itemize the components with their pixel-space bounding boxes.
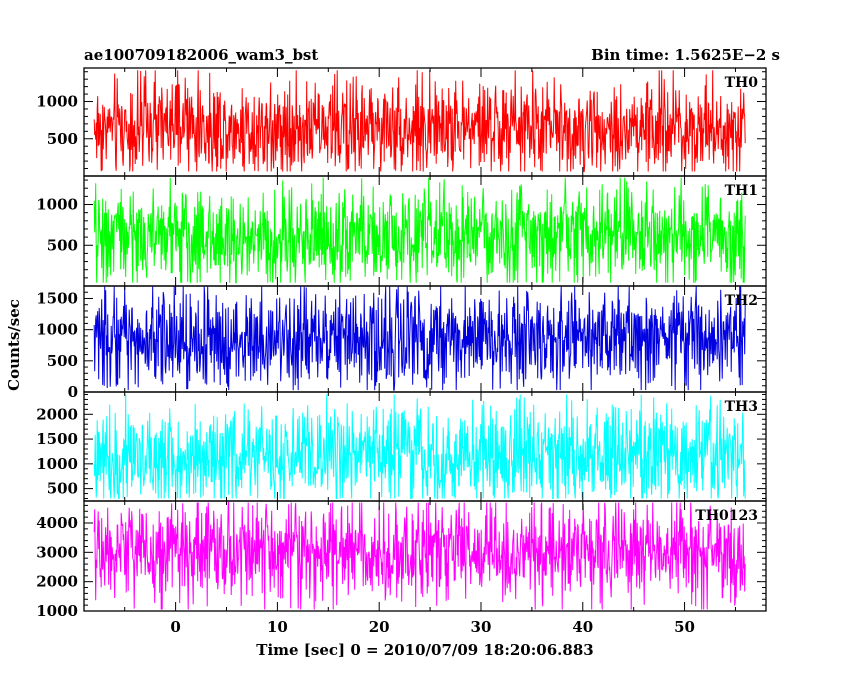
- y-tick-label: 2000: [36, 405, 78, 423]
- y-axis-label: Counts/sec: [5, 299, 23, 391]
- panel-label-th3: TH3: [725, 399, 758, 415]
- panel-label-th0123: TH0123: [695, 508, 758, 524]
- y-tick-label: 4000: [36, 514, 78, 532]
- x-tick-label: 20: [369, 618, 390, 636]
- series-th1-line: [93, 177, 746, 285]
- x-tick-label: 10: [267, 618, 288, 636]
- panel-th3: 500 1000 1500 2000 TH3: [36, 391, 767, 502]
- bin-time-label: Bin time: 1.5625E−2 s: [591, 46, 780, 64]
- x-axis-label: Time [sec] 0 = 2010/07/09 18:20:06.883: [256, 641, 593, 659]
- x-tick-label: 30: [471, 618, 492, 636]
- y-tick-label: 2000: [36, 573, 78, 591]
- y-tick-label: 500: [47, 352, 78, 370]
- y-tick-label: 1000: [36, 455, 78, 473]
- y-tick-label: 500: [47, 480, 78, 498]
- panel-label-th0: TH0: [725, 75, 759, 91]
- series-th0-line: [93, 70, 746, 172]
- x-axis: 0 10 20 30 40 50: [170, 618, 695, 636]
- x-tick-label: 40: [572, 618, 593, 636]
- y-tick-label: 1000: [36, 93, 78, 111]
- y-tick-label: 1000: [36, 602, 78, 620]
- panel-th0123: 1000 2000 3000 4000 TH0123: [36, 500, 767, 620]
- y-tick-label: 1500: [36, 430, 78, 448]
- panel-th0: 500 1000 TH0: [36, 67, 767, 177]
- panels-group: 500 1000 TH0 500 1000 TH1 0 500 1000 1500 TH2 500 10…: [36, 67, 767, 620]
- panel-label-th2: TH2: [725, 293, 758, 309]
- x-tick-label: 0: [170, 618, 180, 636]
- series-th2-line: [93, 286, 746, 391]
- chart-title: ae100709182006_wam3_bst: [84, 46, 318, 64]
- y-tick-label: 3000: [36, 543, 78, 561]
- y-tick-label: 1000: [36, 196, 78, 214]
- y-tick-label: 0: [68, 383, 78, 401]
- panel-frame: [83, 500, 767, 612]
- panel-th1: 500 1000 TH1: [36, 175, 767, 287]
- panel-th2: 0 500 1000 1500 TH2: [36, 285, 767, 401]
- series-th3-line: [93, 394, 746, 499]
- y-tick-label: 1000: [36, 321, 78, 339]
- series-th0123-line: [93, 502, 746, 610]
- y-tick-label: 1500: [36, 289, 78, 307]
- y-tick-label: 500: [47, 130, 78, 148]
- x-tick-label: 50: [674, 618, 695, 636]
- y-tick-label: 500: [47, 236, 78, 254]
- panel-label-th1: TH1: [725, 183, 758, 199]
